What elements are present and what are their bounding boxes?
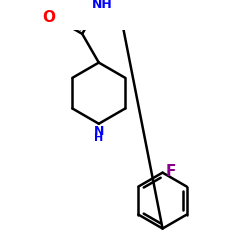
Text: O: O <box>42 10 55 25</box>
Text: H: H <box>94 133 104 143</box>
Text: N: N <box>94 126 104 138</box>
Text: F: F <box>166 164 176 179</box>
Text: NH: NH <box>92 0 113 12</box>
